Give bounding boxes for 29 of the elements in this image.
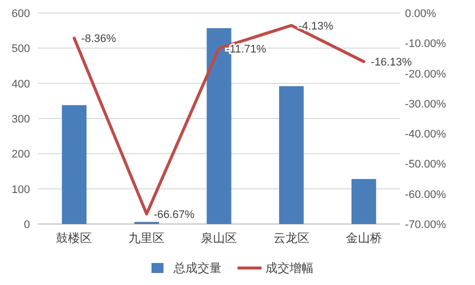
data-label: -66.67% — [154, 208, 195, 221]
y-tick-label: 600 — [12, 8, 30, 20]
data-label: -4.13% — [298, 20, 334, 32]
x-tick-label: 金山桥 — [346, 231, 382, 245]
bar — [351, 178, 376, 224]
y-tick-label: 500 — [12, 43, 30, 56]
data-label: -8.36% — [81, 33, 116, 46]
y-tick-label: 100 — [12, 184, 30, 196]
y2-tick-label: -60.00% — [405, 188, 446, 201]
y-tick-label: 200 — [12, 148, 30, 161]
y2-tick-label: -10.00% — [405, 38, 446, 50]
y2-tick-label: -70.00% — [405, 219, 446, 231]
bar — [279, 86, 304, 224]
x-tick-label: 泉山区 — [201, 231, 237, 245]
legend-label: 总成交量 — [172, 261, 222, 275]
y2-tick-label: -40.00% — [405, 128, 446, 141]
y2-tick-label: -30.00% — [405, 98, 446, 110]
y-tick-label: 0 — [24, 219, 30, 231]
y2-tick-label: 0.00% — [405, 8, 436, 20]
x-tick-label: 鼓楼区 — [56, 231, 92, 245]
y-tick-label: 400 — [12, 78, 30, 90]
y2-tick-label: -50.00% — [405, 158, 446, 171]
y-tick-label: 300 — [12, 114, 30, 126]
legend-label: 成交增幅 — [266, 261, 314, 275]
y2-tick-label: -20.00% — [405, 68, 446, 80]
data-label: -16.13% — [370, 56, 412, 69]
x-tick-label: 九里区 — [128, 231, 165, 245]
x-tick-label: 云龙区 — [273, 231, 310, 245]
bar — [62, 105, 87, 224]
